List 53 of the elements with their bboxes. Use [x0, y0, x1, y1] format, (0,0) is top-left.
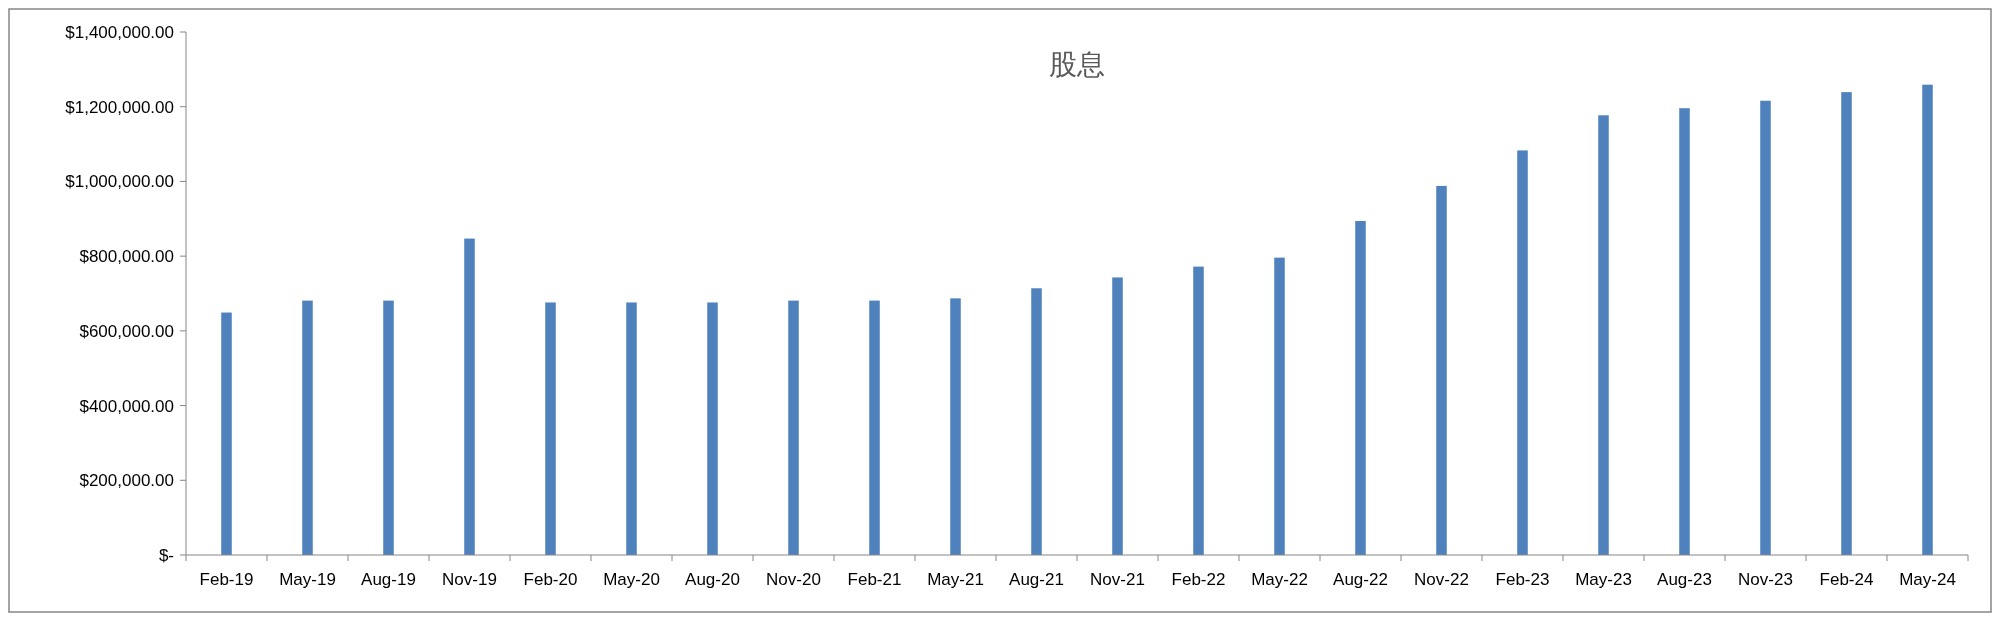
bar — [707, 302, 718, 555]
bar — [1679, 108, 1690, 555]
bar — [869, 300, 880, 555]
x-tick-label: May-21 — [927, 570, 984, 589]
bar — [1922, 84, 1933, 555]
x-tick-label: Nov-21 — [1090, 570, 1145, 589]
y-tick-label: $600,000.00 — [79, 321, 174, 341]
y-tick-label: $200,000.00 — [79, 471, 174, 491]
x-tick-label: Feb-22 — [1171, 570, 1226, 589]
bar — [1112, 277, 1123, 555]
x-tick-label: May-23 — [1575, 570, 1632, 589]
bar — [1355, 221, 1366, 555]
x-tick-label: Aug-20 — [685, 570, 740, 589]
bar — [950, 298, 961, 555]
y-tick-label: $400,000.00 — [79, 396, 174, 416]
x-tick-label: Feb-19 — [199, 570, 254, 589]
y-tick-label: $1,200,000.00 — [65, 97, 174, 117]
x-tick-label: May-22 — [1251, 570, 1308, 589]
bar — [221, 312, 232, 555]
bar — [1760, 100, 1771, 555]
bar — [302, 300, 313, 555]
x-tick-label: Nov-23 — [1738, 570, 1793, 589]
x-tick-label: May-24 — [1899, 570, 1956, 589]
y-tick-label: $- — [158, 545, 174, 565]
text: 股息 — [1049, 48, 1105, 81]
y-tick-label: $1,000,000.00 — [65, 172, 174, 192]
x-tick-label: Nov-19 — [442, 570, 497, 589]
bar — [1841, 92, 1852, 555]
bar — [545, 302, 556, 555]
bar — [464, 238, 475, 555]
x-tick-label: May-20 — [603, 570, 660, 589]
x-tick-label: May-19 — [279, 570, 336, 589]
x-tick-label: Feb-23 — [1495, 570, 1550, 589]
y-tick-label: $1,400,000.00 — [65, 22, 174, 42]
bar — [1517, 150, 1528, 555]
bar — [383, 300, 394, 555]
bar — [1436, 185, 1447, 555]
bar — [788, 300, 799, 555]
y-tick-label: $800,000.00 — [79, 247, 174, 267]
x-tick-label: Aug-21 — [1009, 570, 1064, 589]
bar — [1598, 115, 1609, 555]
x-tick-label: Aug-22 — [1333, 570, 1388, 589]
x-tick-label: Nov-22 — [1414, 570, 1469, 589]
bar — [1031, 288, 1042, 555]
x-tick-label: Feb-24 — [1819, 570, 1874, 589]
bar — [1193, 266, 1204, 555]
bar — [626, 302, 637, 555]
x-tick-label: Feb-20 — [523, 570, 578, 589]
x-tick-label: Feb-21 — [847, 570, 902, 589]
x-tick-label: Aug-23 — [1657, 570, 1712, 589]
bar — [1274, 257, 1285, 555]
x-tick-label: Aug-19 — [361, 570, 416, 589]
x-tick-label: Nov-20 — [766, 570, 821, 589]
